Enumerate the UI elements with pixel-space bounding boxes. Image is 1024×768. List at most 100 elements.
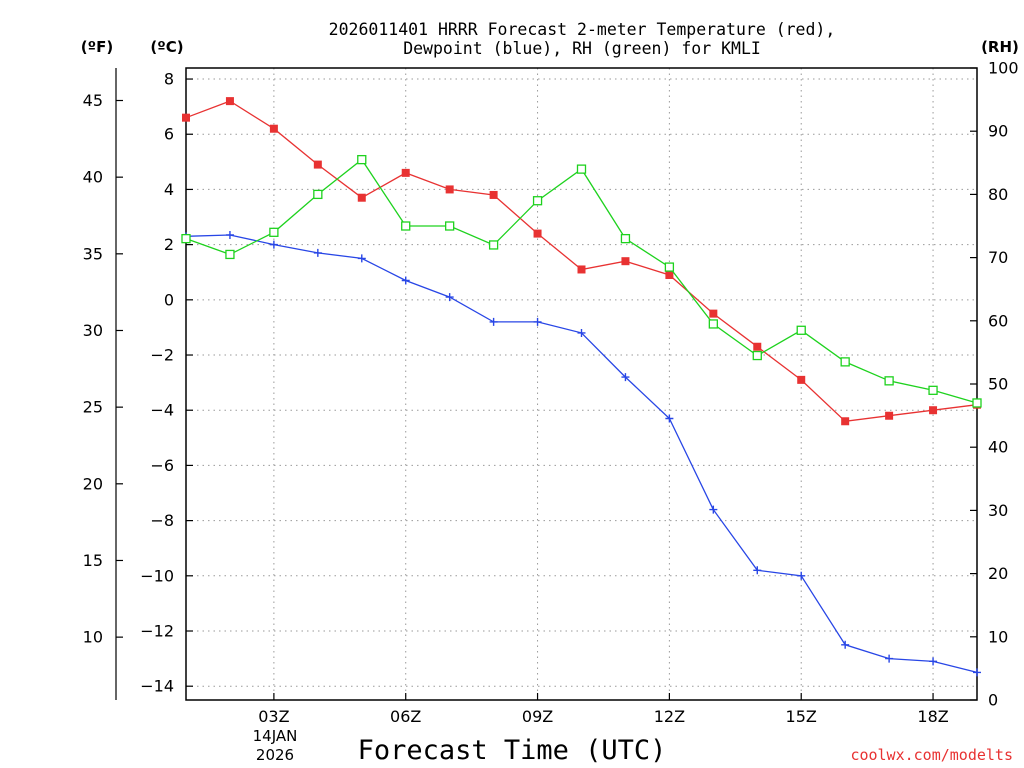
temperature-point: [885, 411, 894, 420]
series-layer: [181, 97, 982, 677]
fahrenheit-tick-label: 40: [83, 168, 103, 187]
rh-point: [532, 196, 543, 206]
temperature-point: [797, 375, 806, 384]
temperature-series: [182, 97, 981, 426]
x-axis-title: Forecast Time (UTC): [358, 735, 667, 766]
celsius-tick-label: −2: [150, 346, 174, 365]
rh-tick-label: 30: [988, 501, 1008, 520]
dewpoint-point: [577, 328, 586, 337]
rh-point: [269, 227, 279, 237]
celsius-unit-label: (ºC): [150, 38, 183, 56]
dewpoint-point: [797, 571, 806, 580]
celsius-tick-label: 8: [164, 70, 174, 89]
rh-tick-label: 10: [988, 627, 1008, 646]
rh-tick-label: 90: [988, 122, 1008, 141]
rh-point: [884, 376, 894, 386]
celsius-tick-label: 6: [164, 125, 174, 144]
rh-point: [620, 233, 631, 244]
time-tick-label: 09Z: [522, 707, 553, 726]
rh-tick-label: 20: [988, 564, 1008, 583]
rh-point: [401, 221, 411, 231]
temperature-point: [665, 270, 674, 279]
rh-point: [576, 164, 587, 174]
temperature-point: [401, 168, 410, 177]
fahrenheit-axis: 45 40 35 30 25 20 15 10: [83, 91, 123, 647]
dewpoint-point: [489, 317, 498, 326]
rh-point: [181, 233, 191, 244]
dewpoint-point: [621, 373, 630, 382]
dewpoint-point: [269, 240, 278, 249]
date-label-year: 2026: [256, 746, 294, 764]
rh-point: [313, 189, 323, 200]
rh-series: [181, 154, 982, 408]
temperature-point: [753, 342, 762, 351]
temperature-point: [269, 124, 278, 133]
celsius-tick-label: 2: [164, 235, 174, 254]
fahrenheit-tick-label: 25: [83, 398, 103, 417]
temperature-point: [709, 309, 718, 318]
dewpoint-point: [709, 505, 718, 514]
celsius-tick-label: −4: [150, 401, 174, 420]
dewpoint-point: [357, 254, 366, 263]
rh-tick-label: 70: [988, 248, 1008, 267]
dewpoint-point: [401, 276, 410, 285]
celsius-tick-label: 4: [164, 180, 174, 199]
dewpoint-series: [182, 230, 981, 677]
rh-point: [357, 154, 367, 165]
time-axis: 03Z 06Z 09Z 12Z 15Z 18Z: [258, 693, 949, 726]
dewpoint-point: [885, 654, 894, 663]
fahrenheit-tick-label: 10: [83, 628, 103, 647]
temperature-point: [313, 160, 322, 169]
celsius-tick-label: 0: [164, 290, 174, 309]
temperature-point: [357, 193, 366, 202]
fahrenheit-tick-label: 45: [83, 91, 103, 110]
rh-point: [708, 319, 718, 329]
dewpoint-point: [841, 640, 850, 649]
temperature-point: [182, 113, 190, 122]
credit-label: coolwx.com/modelts: [850, 746, 1013, 764]
temperature-point: [929, 406, 938, 415]
dewpoint-point: [665, 414, 674, 423]
rh-point: [752, 350, 762, 361]
rh-point: [840, 357, 850, 367]
rh-point: [225, 249, 235, 260]
rh-point: [972, 398, 982, 408]
rh-tick-label: 100: [988, 59, 1019, 78]
temperature-point: [489, 190, 498, 199]
rh-unit-label: (RH): [981, 38, 1019, 56]
chart-title-line2: Dewpoint (blue), RH (green) for KMLI: [403, 39, 761, 58]
celsius-tick-label: −10: [140, 566, 174, 585]
temperature-point: [225, 97, 234, 106]
dewpoint-point: [753, 566, 762, 575]
temperature-point: [577, 265, 586, 274]
dewpoint-point: [445, 293, 454, 302]
celsius-tick-label: −6: [150, 456, 174, 475]
rh-tick-label: 0: [988, 691, 998, 710]
rh-point: [664, 262, 675, 272]
fahrenheit-tick-label: 15: [83, 551, 103, 570]
fahrenheit-unit-label: (ºF): [81, 38, 113, 56]
rh-point: [928, 385, 938, 395]
time-tick-label: 15Z: [786, 707, 817, 726]
celsius-axis: 8 6 4 2 0 −2 −4 −6 −8 −10 −12 −14: [140, 70, 193, 696]
rh-point: [488, 240, 499, 250]
fahrenheit-tick-label: 35: [83, 244, 103, 263]
rh-tick-label: 80: [988, 185, 1008, 204]
date-label-day: 14JAN: [253, 727, 298, 745]
time-tick-label: 18Z: [917, 707, 948, 726]
temperature-point: [445, 185, 454, 194]
celsius-tick-label: −8: [150, 511, 174, 530]
chart-title-line1: 2026011401 HRRR Forecast 2-meter Tempera…: [329, 20, 836, 39]
temperature-point: [841, 417, 850, 426]
rh-tick-label: 40: [988, 438, 1008, 457]
fahrenheit-tick-label: 20: [83, 474, 103, 493]
fahrenheit-tick-label: 30: [83, 321, 103, 340]
time-tick-label: 12Z: [654, 707, 685, 726]
celsius-tick-label: −12: [140, 622, 174, 641]
rh-tick-label: 50: [988, 375, 1008, 394]
celsius-tick-label: −14: [140, 677, 174, 696]
dewpoint-point: [225, 230, 234, 239]
time-tick-label: 06Z: [390, 707, 421, 726]
